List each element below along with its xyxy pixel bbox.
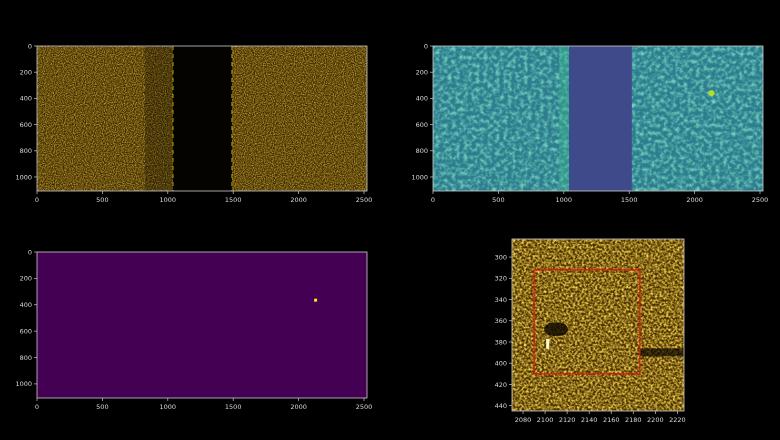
x-tick-label: 1500 — [225, 403, 242, 411]
y-tick-label: 1000 — [15, 173, 32, 181]
y-tick-label: 200 — [416, 68, 428, 76]
x-tick-label: 2000 — [290, 196, 307, 204]
x-tick-label: 500 — [96, 403, 108, 411]
x-tick-label: 2000 — [290, 403, 307, 411]
x-tick-label: 2120 — [559, 416, 576, 424]
axes-frame — [36, 251, 368, 399]
x-tick-label: 2140 — [581, 416, 598, 424]
object-shadow — [544, 322, 569, 337]
x-tick-label: 0 — [431, 196, 435, 204]
x-tick-label: 1000 — [556, 196, 573, 204]
x-tick-label: 1500 — [225, 196, 242, 204]
axes-frame — [36, 45, 368, 192]
y-tick-label: 600 — [20, 121, 32, 129]
x-tick-label: 0 — [35, 196, 39, 204]
x-tick-label: 1000 — [160, 196, 177, 204]
dark-band — [569, 46, 632, 191]
y-tick-label: 800 — [20, 354, 32, 362]
x-tick-label: 2220 — [669, 416, 686, 424]
band-edge — [559, 46, 570, 191]
y-tick-label: 380 — [495, 338, 507, 346]
x-tick-label: 2080 — [515, 416, 532, 424]
y-tick-label: 1000 — [15, 380, 32, 388]
y-tick-label: 420 — [495, 381, 507, 389]
x-tick-label: 2100 — [537, 416, 554, 424]
y-tick-label: 0 — [424, 42, 428, 50]
subplot-3: 0 500 1000 1500 2000 2500 0 200 400 600 800 1000 — [15, 248, 372, 411]
x-tick-label: 2200 — [647, 416, 664, 424]
x-tick-label: 2000 — [686, 196, 703, 204]
x-tick-label: 2180 — [625, 416, 642, 424]
x-tick-label: 500 — [96, 196, 108, 204]
hotspot — [708, 90, 715, 97]
x-tick-label: 2160 — [603, 416, 620, 424]
x-tick-label: 500 — [492, 196, 504, 204]
sonar-texture — [512, 239, 684, 411]
y-tick-label: 600 — [416, 121, 428, 129]
y-tick-label: 320 — [495, 275, 507, 283]
y-tick-label: 400 — [416, 95, 428, 103]
y-tick-label: 1000 — [411, 173, 428, 181]
image-background — [37, 252, 367, 398]
y-tick-label: 800 — [20, 147, 32, 155]
y-tick-label: 340 — [495, 296, 507, 304]
axes-frame — [432, 45, 764, 192]
subplot-1: 0 500 1000 1500 2000 2500 0 200 400 600 800 1000 — [15, 42, 372, 204]
y-tick-label: 360 — [495, 317, 507, 325]
hotspot — [314, 298, 318, 302]
y-tick-label: 400 — [20, 95, 32, 103]
nadir-gap — [173, 46, 232, 191]
x-tick-label: 1000 — [160, 403, 177, 411]
y-tick-label: 300 — [495, 253, 507, 261]
subplot-4: 2080 2100 2120 2140 2160 2180 2200 2220 300 320 34… — [495, 238, 686, 424]
x-tick-label: 2500 — [356, 196, 373, 204]
x-tick-label: 1500 — [621, 196, 638, 204]
x-tick-label: 2500 — [356, 403, 373, 411]
y-tick-label: 400 — [495, 360, 507, 368]
y-tick-label: 0 — [28, 248, 32, 256]
axes-frame — [511, 238, 685, 412]
y-tick-label: 0 — [28, 42, 32, 50]
y-tick-label: 440 — [495, 402, 507, 410]
detection-box — [533, 269, 641, 375]
y-tick-label: 400 — [20, 301, 32, 309]
x-tick-label: 2500 — [752, 196, 769, 204]
subplot-2: 0 500 1000 1500 2000 2500 0 200 400 600 800 1000 — [411, 42, 768, 204]
object-highlight — [546, 338, 550, 349]
y-tick-label: 600 — [20, 327, 32, 335]
y-tick-label: 800 — [416, 147, 428, 155]
shadow-left — [145, 46, 174, 191]
shadow-streak — [639, 348, 684, 357]
y-tick-label: 200 — [20, 275, 32, 283]
y-tick-label: 200 — [20, 68, 32, 76]
x-tick-label: 0 — [35, 403, 39, 411]
